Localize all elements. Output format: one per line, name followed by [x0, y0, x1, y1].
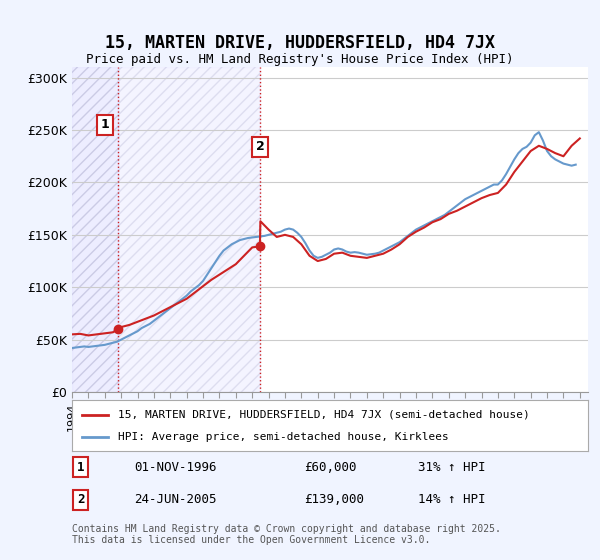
Text: 14% ↑ HPI: 14% ↑ HPI: [418, 493, 485, 506]
Text: 2: 2: [256, 141, 264, 153]
Text: 2: 2: [77, 493, 85, 506]
Text: Price paid vs. HM Land Registry's House Price Index (HPI): Price paid vs. HM Land Registry's House …: [86, 53, 514, 66]
Text: 15, MARTEN DRIVE, HUDDERSFIELD, HD4 7JX: 15, MARTEN DRIVE, HUDDERSFIELD, HD4 7JX: [105, 34, 495, 52]
Text: Contains HM Land Registry data © Crown copyright and database right 2025.
This d: Contains HM Land Registry data © Crown c…: [72, 524, 501, 545]
Text: 01-NOV-1996: 01-NOV-1996: [134, 461, 217, 474]
Text: HPI: Average price, semi-detached house, Kirklees: HPI: Average price, semi-detached house,…: [118, 432, 449, 442]
Text: 24-JUN-2005: 24-JUN-2005: [134, 493, 217, 506]
Text: £60,000: £60,000: [304, 461, 357, 474]
Bar: [72, 67, 118, 392]
Bar: [118, 67, 260, 392]
Text: £139,000: £139,000: [304, 493, 364, 506]
Bar: [118, 67, 260, 392]
Text: 15, MARTEN DRIVE, HUDDERSFIELD, HD4 7JX (semi-detached house): 15, MARTEN DRIVE, HUDDERSFIELD, HD4 7JX …: [118, 409, 530, 419]
Text: 1: 1: [100, 118, 109, 132]
Bar: [72, 67, 118, 392]
Text: 31% ↑ HPI: 31% ↑ HPI: [418, 461, 485, 474]
Text: 1: 1: [77, 461, 85, 474]
